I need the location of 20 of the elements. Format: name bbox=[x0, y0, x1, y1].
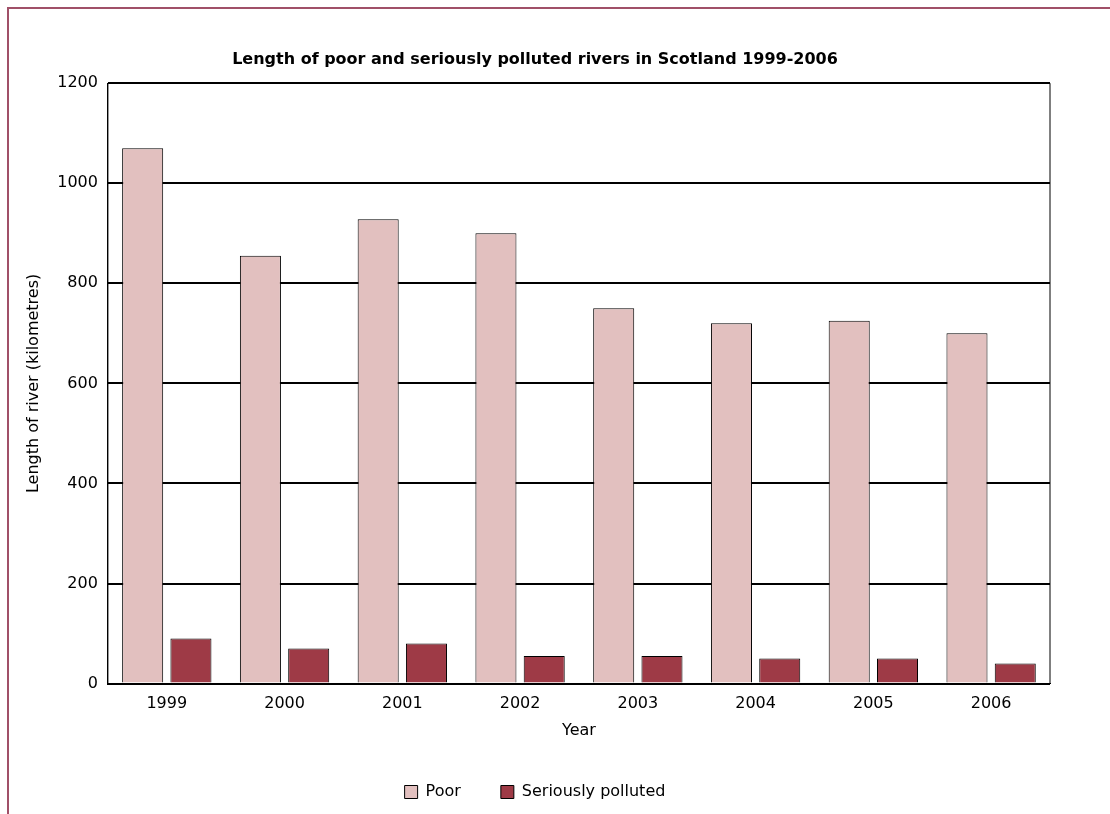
x-tick-label: 2006 bbox=[970, 693, 1012, 713]
chart-title: Length of poor and seriously polluted rivers in Scotland 1999-2006 bbox=[232, 48, 838, 68]
y-tick-label: 1000 bbox=[57, 172, 98, 192]
x-tick-label: 2005 bbox=[853, 693, 894, 713]
legend-label: Seriously polluted bbox=[521, 781, 666, 801]
x-tick-label: 2000 bbox=[264, 693, 305, 713]
x-tick-label: 1999 bbox=[146, 693, 188, 713]
y-tick-label: 800 bbox=[67, 272, 98, 292]
y-tick-label: 200 bbox=[67, 572, 98, 592]
x-axis-title: Year bbox=[561, 719, 597, 739]
x-tick-label: 2003 bbox=[617, 693, 659, 713]
legend-label: Poor bbox=[425, 781, 462, 801]
x-tick-label: 2002 bbox=[499, 693, 541, 713]
y-tick-label: 1200 bbox=[57, 72, 98, 92]
x-tick-label: 2004 bbox=[735, 693, 776, 713]
y-axis-title: Length of river (kilometres) bbox=[22, 273, 42, 494]
y-tick-label: 400 bbox=[67, 472, 98, 492]
y-tick-label: 600 bbox=[67, 372, 98, 392]
x-tick-label: 2001 bbox=[381, 693, 423, 713]
y-tick-label: 0 bbox=[87, 672, 98, 692]
